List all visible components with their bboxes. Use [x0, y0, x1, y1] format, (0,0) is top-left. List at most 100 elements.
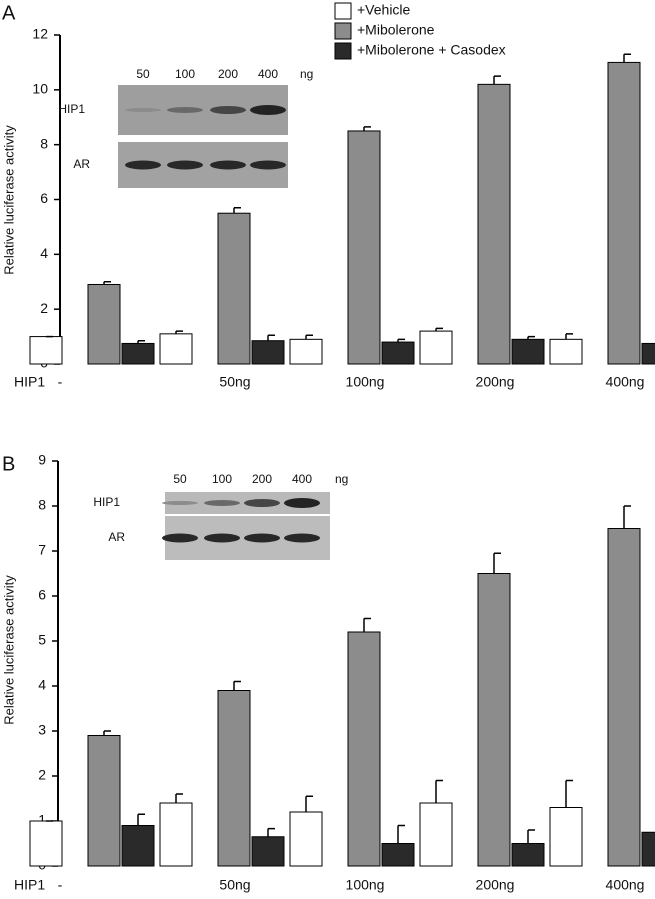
error-bar	[267, 334, 275, 341]
bar	[121, 342, 155, 365]
x-tick-label: -	[58, 877, 63, 893]
y-tick-label: 5	[38, 632, 46, 648]
error-bar	[527, 829, 535, 844]
y-tick-label: 8	[40, 135, 48, 151]
blot-label: HIP1	[93, 495, 120, 509]
bar	[87, 283, 121, 365]
blot-band	[210, 106, 246, 114]
lane-unit: ng	[300, 67, 313, 81]
bar	[251, 340, 285, 365]
blot-band	[250, 105, 286, 115]
y-tick-label: 8	[38, 497, 46, 513]
bar	[251, 836, 285, 867]
error-bar	[175, 330, 183, 334]
error-bar	[623, 505, 631, 529]
legend-label: +Mibolerone + Casodex	[357, 42, 506, 58]
lane-label: 50	[136, 67, 150, 81]
y-axis-label: Relative luciferase activity	[1, 125, 16, 275]
bar	[477, 83, 511, 365]
bar	[641, 342, 655, 365]
panel-label: A	[2, 2, 16, 24]
error-bar	[233, 680, 241, 691]
bar	[289, 338, 323, 365]
bar	[511, 338, 545, 365]
lane-label: 50	[173, 472, 187, 486]
bar	[549, 807, 583, 867]
error-bar	[363, 126, 371, 131]
blot-band	[250, 160, 286, 170]
x-tick-label: 200ng	[476, 877, 515, 893]
blot-band	[125, 108, 161, 112]
bar	[347, 130, 381, 365]
blot-band	[167, 160, 203, 170]
legend-swatch	[334, 42, 352, 60]
blot-band	[244, 499, 280, 507]
bar	[159, 802, 193, 867]
y-tick-label: 1	[38, 812, 46, 828]
bar	[217, 212, 251, 365]
legend-label: +Mibolerone	[357, 22, 435, 38]
error-bar	[137, 339, 145, 344]
panel-label: B	[2, 453, 15, 475]
lane-label: 400	[292, 472, 312, 486]
bar	[29, 820, 63, 867]
x-tick-label: 400ng	[606, 374, 645, 390]
y-tick-label: 2	[38, 767, 46, 783]
error-bar	[363, 617, 371, 632]
error-bar	[305, 334, 313, 340]
bar	[511, 843, 545, 867]
error-bar	[397, 338, 405, 343]
lane-label: 400	[258, 67, 278, 81]
x-tick-label: 50ng	[219, 374, 250, 390]
lane-label: 200	[218, 67, 238, 81]
error-bar	[233, 206, 241, 214]
blot-label: AR	[73, 157, 90, 171]
blot-band	[167, 107, 203, 113]
x-tick-label: 100ng	[346, 877, 385, 893]
blot-band	[162, 501, 198, 505]
y-tick-label: 4	[40, 245, 48, 261]
blot-band	[244, 533, 280, 543]
legend-label: +Vehicle	[357, 2, 411, 18]
bar	[419, 330, 453, 365]
error-bar	[137, 813, 145, 826]
x-tick-label: 400ng	[606, 877, 645, 893]
error-bar	[623, 53, 631, 63]
bar	[607, 528, 641, 867]
y-tick-label: 2	[40, 300, 48, 316]
lane-unit: ng	[335, 472, 348, 486]
error-bar	[493, 552, 501, 574]
y-tick-label: 12	[32, 26, 48, 42]
y-axis-label: Relative luciferase activity	[1, 575, 16, 725]
error-bar	[435, 327, 443, 332]
bar	[87, 735, 121, 867]
error-bar	[175, 793, 183, 803]
error-bar	[527, 335, 535, 340]
blot-label: AR	[108, 530, 125, 544]
y-tick-label: 10	[32, 81, 48, 97]
y-tick-label: 4	[38, 677, 46, 693]
bar	[477, 573, 511, 867]
blot-band	[125, 160, 161, 170]
bar	[607, 61, 641, 365]
error-bar	[435, 779, 443, 803]
blot-band	[210, 160, 246, 170]
bar	[121, 825, 155, 867]
error-bar	[565, 779, 573, 808]
error-bar	[493, 75, 501, 85]
blot-label: HIP1	[58, 102, 85, 116]
lane-label: 100	[212, 472, 232, 486]
blot-band	[284, 498, 320, 508]
bar	[381, 341, 415, 365]
bar	[289, 811, 323, 867]
blot-band	[204, 533, 240, 543]
bar	[381, 843, 415, 867]
x-axis-label: HIP1	[14, 877, 45, 893]
blot-band	[204, 500, 240, 506]
y-tick-label: 7	[38, 542, 46, 558]
bar	[159, 333, 193, 365]
x-tick-label: -	[58, 374, 63, 390]
legend-swatch	[334, 22, 352, 40]
bar	[549, 338, 583, 365]
bar	[641, 831, 655, 867]
